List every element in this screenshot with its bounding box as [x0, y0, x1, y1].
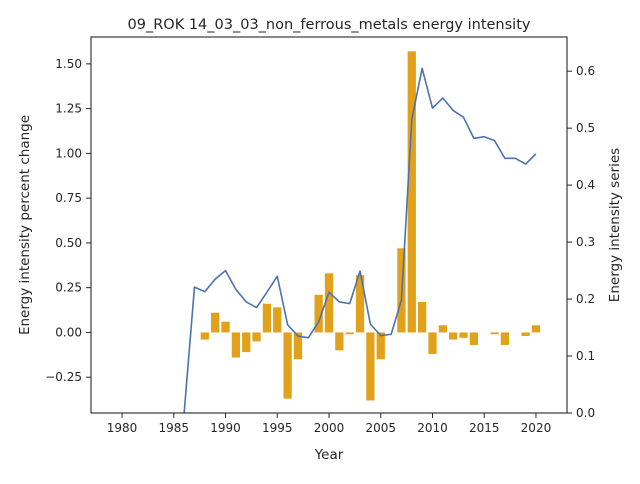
- bar-2005: [377, 332, 385, 359]
- bar-1989: [211, 313, 219, 333]
- bar-1992: [242, 332, 250, 352]
- y-right-tick-label-5: 0.5: [576, 121, 595, 135]
- y-right-tick-label-1: 0.1: [576, 349, 595, 363]
- bar-1988: [201, 332, 209, 339]
- bar-2004: [366, 332, 374, 400]
- bar-2016: [490, 332, 498, 334]
- y-left-tick-label-0: −0.25: [45, 370, 82, 384]
- bar-2002: [346, 332, 354, 334]
- bar-1990: [221, 322, 229, 333]
- x-tick-label-1990: 1990: [210, 421, 241, 435]
- bar-2013: [459, 332, 467, 337]
- bar-1995: [273, 307, 281, 332]
- y-right-axis-label: Energy intensity series: [607, 148, 623, 302]
- bar-2009: [418, 302, 426, 332]
- bar-2020: [532, 325, 540, 332]
- y-left-axis-label: Energy intensity percent change: [17, 115, 33, 335]
- x-axis-label: Year: [314, 447, 344, 463]
- bar-1994: [263, 304, 271, 333]
- x-tick-label-1985: 1985: [159, 421, 190, 435]
- x-tick-label-1995: 1995: [262, 421, 293, 435]
- y-left-tick-label-4: 0.75: [55, 191, 82, 205]
- y-left-tick-label-3: 0.50: [55, 236, 82, 250]
- y-right-tick-label-3: 0.3: [576, 235, 595, 249]
- x-tick-label-2005: 2005: [365, 421, 396, 435]
- bar-1991: [232, 332, 240, 357]
- y-right-tick-label-6: 0.6: [576, 64, 595, 78]
- y-left-tick-label-6: 1.25: [55, 102, 82, 116]
- bar-2019: [521, 332, 529, 336]
- x-tick-label-2000: 2000: [314, 421, 345, 435]
- bar-1993: [252, 332, 260, 341]
- bar-2008: [408, 51, 416, 332]
- x-tick-label-2020: 2020: [521, 421, 552, 435]
- x-tick-label-1980: 1980: [107, 421, 138, 435]
- y-left-tick-label-2: 0.25: [55, 281, 82, 295]
- chart-title: 09_ROK 14_03_03_non_ferrous_metals energ…: [128, 17, 531, 33]
- bar-2010: [428, 332, 436, 353]
- bar-2017: [501, 332, 509, 345]
- y-left-tick-label-1: 0.00: [55, 325, 82, 339]
- bar-2014: [470, 332, 478, 345]
- bar-2012: [449, 332, 457, 339]
- bar-2001: [335, 332, 343, 350]
- x-axis-ticks: 1980 1985 1990 1995 2000 2005 2010 2015 2020: [107, 413, 551, 435]
- y-right-tick-label-2: 0.2: [576, 292, 595, 306]
- y-left-tick-label-7: 1.50: [55, 57, 82, 71]
- bar-1996: [283, 332, 291, 398]
- x-tick-label-2015: 2015: [469, 421, 500, 435]
- x-tick-label-2010: 2010: [417, 421, 448, 435]
- y-right-tick-label-0: 0.0: [576, 406, 595, 420]
- bar-2011: [439, 325, 447, 332]
- y-right-tick-label-4: 0.4: [576, 178, 595, 192]
- y-left-tick-label-5: 1.00: [55, 146, 82, 160]
